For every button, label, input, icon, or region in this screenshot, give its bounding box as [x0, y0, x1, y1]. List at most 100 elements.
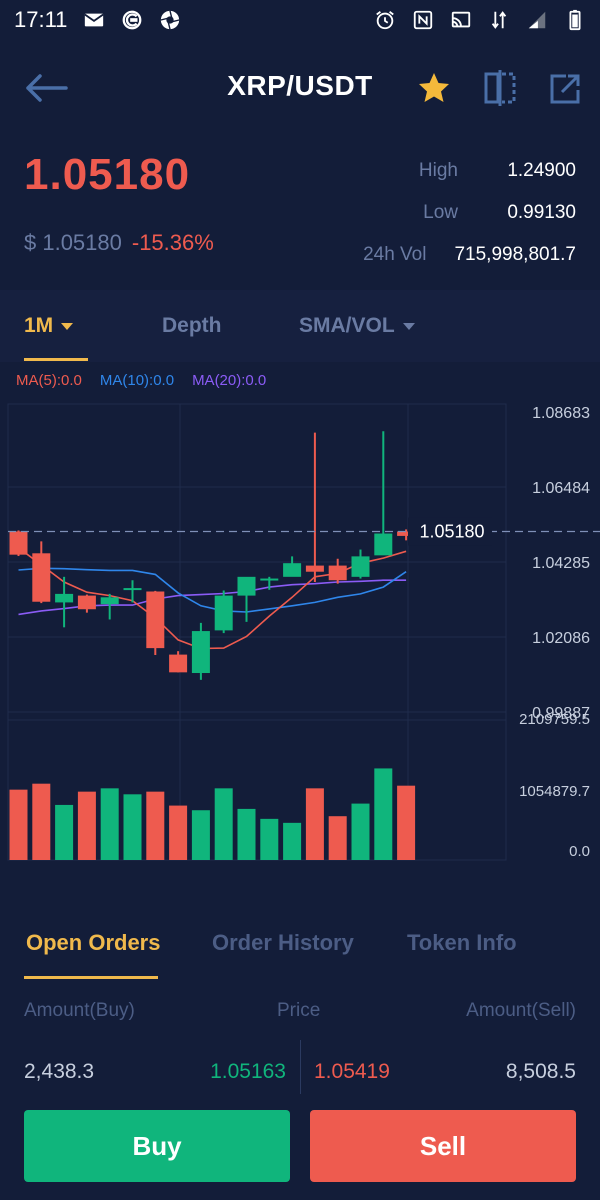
status-bar: 17:11 [0, 0, 600, 40]
chevron-down-icon [402, 322, 415, 330]
price-change: -15.36% [131, 230, 214, 255]
sell-button[interactable]: Sell [310, 1110, 576, 1182]
current-price-tag [408, 517, 492, 546]
chart-svg: 1.08683 1.06484 1.04285 1.02086 0.9988721097… [7, 403, 600, 889]
candle-body [305, 565, 324, 572]
shutter-icon [159, 9, 181, 31]
tab-depth[interactable]: Depth [162, 314, 222, 337]
candle-body [77, 595, 96, 610]
volume-bar [283, 822, 302, 860]
active-tab-underline [24, 358, 88, 361]
share-button[interactable] [548, 68, 584, 108]
stat-vol-value: 715,998,801.7 [454, 244, 576, 265]
tab-interval-label: 1M [24, 314, 54, 337]
volume-bar [32, 783, 51, 860]
share-icon [550, 74, 580, 104]
volume-bar [305, 788, 324, 860]
usd-line: $ 1.05180 -15.36% [24, 230, 214, 256]
chevron-down-icon [61, 322, 74, 330]
volume-bar [9, 789, 28, 860]
order-tabs: Open Orders Order History Token Info [0, 920, 600, 982]
orderbook-row[interactable]: 2,438.3 1.05163 1.05419 8,508.5 [24, 1040, 576, 1100]
stat-high-label: High [418, 160, 458, 181]
price-axis-label: 1.04285 [532, 555, 590, 572]
candle-body [328, 565, 347, 581]
signal-icon [526, 9, 548, 31]
volume-bar [169, 805, 188, 860]
buy-button[interactable]: Buy [24, 1110, 290, 1182]
tab-indicator[interactable]: SMA/VOL [299, 314, 415, 338]
price-axis-label: 0.99887 [532, 705, 590, 722]
ma20-line [18, 579, 407, 616]
chart-tabs: 1M Depth SMA/VOL [0, 290, 600, 362]
data-arrows-icon [488, 9, 510, 31]
volume-bar [237, 808, 256, 860]
nav-bar: XRP/USDT [0, 50, 600, 130]
volume-bar [100, 788, 119, 860]
ma10-line [18, 567, 407, 613]
candlestick-chart[interactable]: 1.08683 1.06484 1.04285 1.02086 0.99887 21097… [0, 400, 600, 889]
candle-body [191, 631, 210, 674]
header-price: Price [277, 1000, 321, 1021]
tab-token-info[interactable]: Token Info [407, 930, 517, 955]
candle-body [123, 588, 142, 591]
volume-axis-label: 2109759.5 [519, 711, 590, 728]
status-left: 17:11 [14, 7, 181, 33]
volume-bar [374, 768, 393, 860]
stat-high-value: 1.24900 [507, 160, 576, 181]
ma-legend: MA(5):0.0 MA(10):0.0 MA(20):0.0 [16, 372, 266, 389]
stat-low-label: Low [423, 202, 458, 223]
price-axis-label: 1.08683 [532, 405, 590, 422]
cast-icon [450, 9, 472, 31]
nfc-icon [412, 9, 434, 31]
alarm-icon [374, 9, 396, 31]
mail-icon [83, 9, 105, 31]
status-right [374, 9, 586, 31]
ma10-label: MA(10):0.0 [99, 372, 175, 389]
volume-bar [123, 794, 142, 860]
favorite-button[interactable] [416, 70, 452, 106]
header-amount-buy: Amount(Buy) [24, 1000, 135, 1021]
ma5-line [18, 547, 407, 650]
orderbook-divider [300, 1040, 301, 1094]
tab-open-orders[interactable]: Open Orders [26, 930, 161, 955]
candle-body [397, 531, 416, 536]
candle-body [283, 563, 302, 577]
back-button[interactable] [22, 68, 70, 108]
current-price-label: 1.05180 [419, 521, 484, 541]
ma5-label: MA(5):0.0 [16, 372, 82, 389]
active-order-tab-underline [24, 976, 158, 979]
tab-indicator-label: SMA/VOL [299, 314, 395, 337]
price-block: 1.05180 $ 1.05180 -15.36% [24, 150, 214, 256]
status-time: 17:11 [14, 7, 68, 32]
chart-frame [7, 403, 507, 861]
tab-interval[interactable]: 1M [24, 314, 74, 338]
volume-bar [351, 803, 370, 860]
star-icon [419, 73, 449, 102]
candle-body [55, 593, 74, 603]
stat-high: High 1.24900 [316, 150, 576, 192]
buy-price: 1.05163 [210, 1060, 286, 1083]
volume-bar [146, 791, 165, 860]
stat-low-value: 0.99130 [507, 202, 576, 223]
battery-icon [564, 9, 586, 31]
usd-price: $ 1.05180 [24, 230, 122, 255]
candle-body [146, 591, 165, 649]
back-arrow-icon [26, 74, 68, 102]
volume-bar [214, 788, 233, 860]
volume-bar [55, 804, 74, 860]
candle-body [260, 578, 279, 581]
candle-body [214, 595, 233, 631]
candle-body [9, 531, 28, 555]
split-view-icon [484, 70, 516, 106]
tab-order-history[interactable]: Order History [212, 930, 354, 955]
cell-broadcast-icon [121, 9, 143, 31]
candle-body [32, 553, 51, 602]
stat-low: Low 0.99130 [316, 192, 576, 234]
split-view-button[interactable] [482, 68, 518, 108]
stat-vol-label: 24h Vol [363, 244, 427, 265]
volume-axis-label: 1054879.7 [519, 783, 590, 800]
volume-bar [328, 816, 347, 860]
candle-body [237, 576, 256, 596]
volume-bar [77, 791, 96, 860]
